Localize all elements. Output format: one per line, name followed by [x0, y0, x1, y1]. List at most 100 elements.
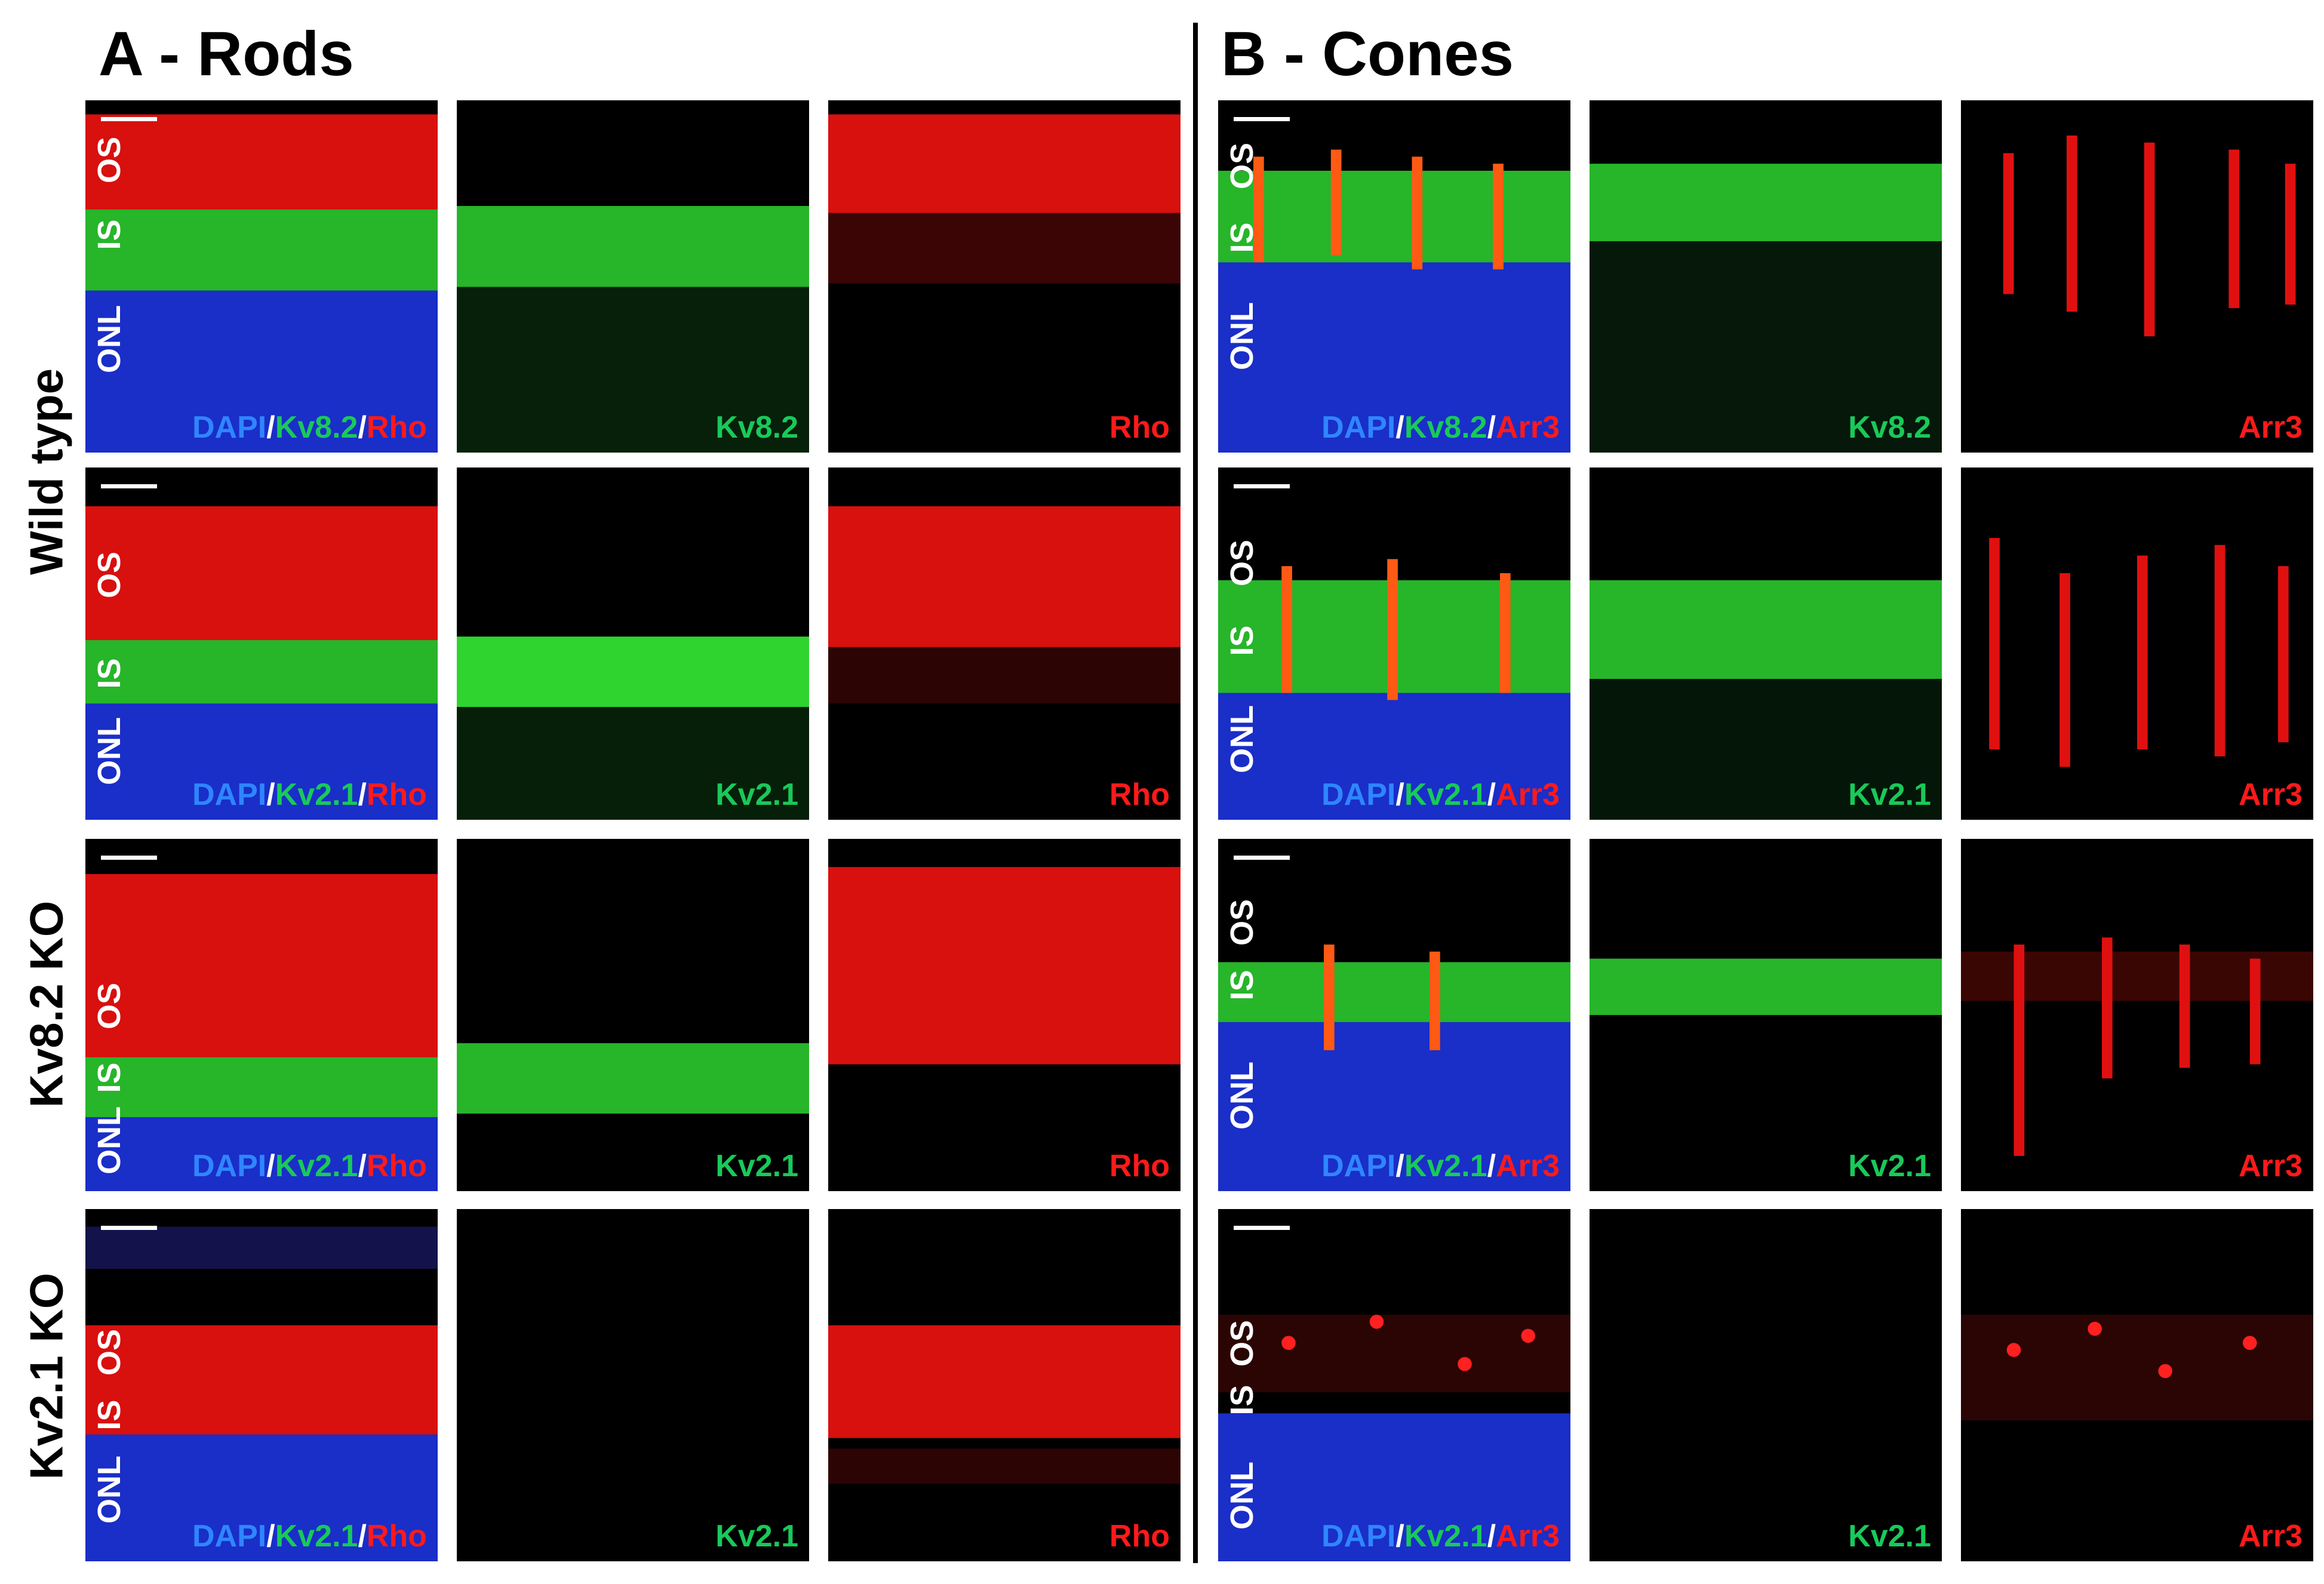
- panel-cones-kv82ko-merge: OS IS ONL DAPI/Kv2.1/Arr3: [1218, 839, 1570, 1191]
- row-label-kv21-ko: Kv2.1 KO: [20, 1272, 73, 1480]
- micrograph-image: [1961, 839, 2313, 1191]
- panel-cones-wt-merge-kv21: OS IS ONL DAPI/Kv2.1/Arr3: [1218, 467, 1570, 820]
- caption-dapi: DAPI: [192, 410, 267, 445]
- channel-caption: Arr3: [2239, 1149, 2303, 1183]
- layer-label-onl: ONL: [1224, 302, 1260, 370]
- micrograph-image: [457, 1209, 809, 1561]
- caption-green-marker: Kv2.1: [1404, 1149, 1487, 1183]
- micrograph-image: [828, 839, 1181, 1191]
- caption-separator: /: [266, 1519, 275, 1554]
- channel-caption: Rho: [1109, 410, 1170, 445]
- panel-cones-wt-kv21: Kv2.1: [1590, 467, 1942, 820]
- merge-caption: DAPI/Kv2.1/Rho: [192, 1518, 427, 1554]
- layer-label-os: OS: [1224, 899, 1260, 946]
- panel-rods-kv82ko-kv21: Kv2.1: [457, 839, 809, 1191]
- layer-label-is: IS: [1224, 222, 1260, 253]
- panel-rods-wt-merge-kv82: OS IS ONL DAPI/Kv8.2/Rho: [85, 100, 438, 453]
- layer-label-os: OS: [91, 551, 127, 599]
- panel-cones-wt-kv82: Kv8.2: [1590, 100, 1942, 453]
- micrograph-image: [828, 1209, 1181, 1561]
- layer-label-is: IS: [91, 219, 127, 250]
- panel-cones-kv21ko-arr3: Arr3: [1961, 1209, 2313, 1561]
- panel-rods-kv21ko-merge: OS IS ONL DAPI/Kv2.1/Rho: [85, 1209, 438, 1561]
- channel-caption: Arr3: [2239, 1519, 2303, 1554]
- micrograph-image: [828, 100, 1181, 453]
- caption-green-marker: Kv2.1: [1404, 777, 1487, 812]
- caption-green-marker: Kv8.2: [275, 410, 358, 445]
- layer-label-is: IS: [1224, 970, 1260, 1001]
- merge-caption: DAPI/Kv8.2/Rho: [192, 410, 427, 445]
- micrograph-image: [85, 839, 438, 1191]
- scale-bar: [1234, 1226, 1290, 1230]
- caption-separator: /: [266, 777, 275, 812]
- merge-caption: DAPI/Kv2.1/Arr3: [1321, 777, 1560, 813]
- layer-label-os: OS: [91, 136, 127, 184]
- channel-caption: Rho: [1109, 1149, 1170, 1183]
- caption-separator: /: [1395, 777, 1404, 812]
- caption-separator: /: [1395, 1519, 1404, 1554]
- layer-label-os: OS: [91, 1328, 127, 1376]
- layer-label-is: IS: [1224, 625, 1260, 656]
- micrograph-image: [1961, 467, 2313, 820]
- layer-label-onl: ONL: [91, 1106, 127, 1174]
- panel-rods-kv82ko-merge: OS IS ONL DAPI/Kv2.1/Rho: [85, 839, 438, 1191]
- micrograph-image: [457, 839, 809, 1191]
- caption-separator: /: [1487, 410, 1496, 445]
- panel-rods-wt-merge-kv21: OS IS ONL DAPI/Kv2.1/Rho: [85, 467, 438, 820]
- layer-label-is: IS: [91, 1062, 127, 1093]
- layer-label-is: IS: [1224, 1385, 1260, 1416]
- micrograph-image: [828, 467, 1181, 820]
- caption-dapi: DAPI: [192, 1519, 267, 1554]
- layer-label-onl: ONL: [1224, 1062, 1260, 1130]
- micrograph-image: [85, 467, 438, 820]
- panel-cones-wt-merge-kv82: OS IS ONL DAPI/Kv8.2/Arr3: [1218, 100, 1570, 453]
- panel-cones-kv21ko-kv21: Kv2.1: [1590, 1209, 1942, 1561]
- panel-cones-kv21ko-merge: OS IS ONL DAPI/Kv2.1/Arr3: [1218, 1209, 1570, 1561]
- caption-separator: /: [1487, 1149, 1496, 1183]
- caption-dapi: DAPI: [1321, 1519, 1396, 1554]
- channel-caption: Kv2.1: [1848, 1519, 1931, 1554]
- caption-red-marker: Arr3: [1496, 1519, 1560, 1554]
- channel-caption: Kv8.2: [1848, 410, 1931, 445]
- caption-separator: /: [358, 1519, 367, 1554]
- row-label-wild-type: Wild type: [20, 368, 73, 575]
- channel-caption: Kv2.1: [1848, 777, 1931, 812]
- micrograph-image: [1218, 467, 1570, 820]
- channel-caption: Rho: [1109, 777, 1170, 812]
- layer-label-is: IS: [91, 1400, 127, 1431]
- section-title-cones: B - Cones: [1221, 19, 1514, 89]
- micrograph-image: [1218, 839, 1570, 1191]
- scale-bar: [101, 1226, 157, 1230]
- caption-red-marker: Arr3: [1496, 1149, 1560, 1183]
- micrograph-image: [457, 467, 809, 820]
- panel-rods-kv21ko-kv21: Kv2.1: [457, 1209, 809, 1561]
- scale-bar: [1234, 117, 1290, 121]
- channel-caption: Rho: [1109, 1519, 1170, 1554]
- scale-bar: [101, 117, 157, 121]
- merge-caption: DAPI/Kv2.1/Arr3: [1321, 1518, 1560, 1554]
- micrograph-image: [1590, 839, 1942, 1191]
- micrograph-image: [1590, 100, 1942, 453]
- caption-green-marker: Kv2.1: [275, 777, 358, 812]
- channel-caption: Kv2.1: [1848, 1149, 1931, 1183]
- section-divider: [1193, 23, 1198, 1563]
- micrograph-image: [1590, 1209, 1942, 1561]
- layer-label-os: OS: [91, 982, 127, 1030]
- layer-label-onl: ONL: [1224, 1462, 1260, 1530]
- layer-label-is: IS: [91, 658, 127, 689]
- scale-bar: [101, 484, 157, 488]
- caption-green-marker: Kv2.1: [275, 1519, 358, 1554]
- caption-green-marker: Kv2.1: [1404, 1519, 1487, 1554]
- scale-bar: [1234, 484, 1290, 488]
- caption-red-marker: Rho: [366, 1519, 427, 1554]
- caption-red-marker: Arr3: [1496, 410, 1560, 445]
- panel-cones-kv82ko-kv21: Kv2.1: [1590, 839, 1942, 1191]
- caption-separator: /: [1487, 777, 1496, 812]
- panel-cones-wt-arr3: Arr3: [1961, 100, 2313, 453]
- caption-red-marker: Rho: [366, 777, 427, 812]
- micrograph-image: [1590, 467, 1942, 820]
- micrograph-image: [1218, 100, 1570, 453]
- layer-label-onl: ONL: [1224, 705, 1260, 773]
- caption-dapi: DAPI: [192, 777, 267, 812]
- caption-separator: /: [1487, 1519, 1496, 1554]
